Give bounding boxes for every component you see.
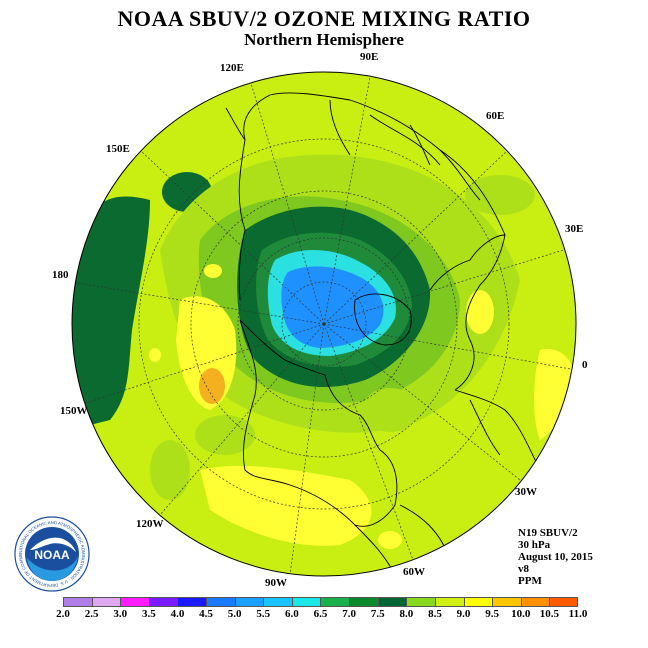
noaa-logo-text: NOAA: [34, 548, 70, 562]
colorbar-tick-label: 6.5: [313, 608, 328, 620]
colorbar-cell: [206, 597, 235, 607]
colorbar-tick-label: 5.0: [227, 608, 242, 620]
field-green-patch4: [150, 440, 190, 500]
noaa-logo: NOAA NATIONAL OCEANIC AND ATMOSPHERIC AD…: [14, 516, 90, 592]
colorbar-tick-label: 9.0: [456, 608, 471, 620]
colorbar-tick-label: 11.0: [568, 608, 588, 620]
colorbar-tick-label: 7.0: [342, 608, 356, 620]
colorbar-cell: [120, 597, 149, 607]
coast-greenland: [354, 293, 412, 346]
colorbar-tick-label: 8.5: [428, 608, 442, 620]
coast-africa: [454, 389, 541, 471]
lon-label-180: 180: [52, 269, 69, 281]
colorbar-cell: [177, 597, 207, 607]
coast-europe: [429, 234, 506, 391]
units-label: PPM: [518, 575, 542, 587]
colorbar-cell: [463, 597, 493, 607]
hemisphere-border: [71, 71, 577, 577]
colorbar-tick-label: 10.0: [511, 608, 531, 620]
colorbar-tick-label: 4.5: [199, 608, 213, 620]
colorbar-tick-label: 9.5: [485, 608, 500, 620]
pressure-level: 30 hPa: [518, 539, 551, 551]
colorbar-cell: [91, 597, 121, 607]
colorbar-tick-label: 3.5: [141, 608, 156, 620]
field-orange-west: [199, 368, 225, 404]
colorbar-cell: [406, 597, 435, 607]
colorbar-tick-label: 5.5: [256, 608, 271, 620]
colorbar-cell: [63, 597, 92, 607]
lon-label-120w: 120W: [136, 518, 164, 530]
field-yellow-small2: [149, 348, 161, 362]
field-yellow-east: [466, 290, 494, 334]
colorbar-cell: [148, 597, 178, 607]
field-green-patch3: [195, 415, 255, 455]
colorbar-cell: [349, 597, 378, 607]
colorbar-tick-label: 4.0: [170, 608, 185, 620]
coast-siberia: [329, 99, 441, 166]
field-deepgreen-west: [72, 196, 150, 430]
colorbar-tick-label: 2.0: [56, 608, 70, 620]
field-yellow-small3: [378, 531, 402, 549]
field-yellow-small: [204, 264, 222, 278]
colorbar-cell: [434, 597, 464, 607]
parallels: [138, 138, 510, 510]
colorbar-tick-label: 10.5: [539, 608, 559, 620]
lon-label-60e: 60E: [486, 110, 505, 122]
colorbar-cell: [377, 597, 407, 607]
field-yellow-far-east: [534, 349, 575, 440]
colorbar-ticks: 2.0 2.5 3.0 3.5 4.0 4.5 5.0 5.5 6.0 6.5 7.0 7.5 8.0 8…: [56, 608, 587, 622]
field-blue: [281, 266, 384, 348]
map-title: NOAA SBUV/2 OZONE MIXING RATIO: [117, 6, 531, 31]
lon-label-30e: 30E: [565, 223, 584, 235]
lon-label-90e: 90E: [360, 51, 379, 63]
map-subtitle: Northern Hemisphere: [244, 30, 404, 49]
lon-label-150e: 150E: [106, 143, 130, 155]
lon-label-90w: 90W: [265, 577, 287, 589]
field-green-patch1: [362, 388, 418, 432]
colorbar-cell: [520, 597, 550, 607]
lon-label-0: 0: [582, 359, 588, 371]
colorbar-tick-label: 7.5: [370, 608, 385, 620]
field-yellow-southwest: [200, 465, 372, 546]
colorbar-cell: [291, 597, 321, 607]
info-panel: N19 SBUV/2 30 hPa August 10, 2015 v8 PPM: [518, 527, 593, 587]
lon-label-60w: 60W: [403, 566, 425, 578]
colorbar-cell: [320, 597, 350, 607]
version-label: v8: [518, 563, 529, 575]
field-green-patch2: [465, 175, 535, 215]
colorbar-cell: [492, 597, 521, 607]
lon-label-30w: 30W: [515, 486, 537, 498]
coast-north-america: [239, 319, 398, 527]
coast-japan: [225, 107, 246, 141]
coast-india: [409, 124, 481, 201]
date-label: August 10, 2015: [518, 551, 593, 563]
lon-label-120e: 120E: [220, 62, 244, 74]
colorbar-tick-label: 6.0: [285, 608, 299, 620]
colorbar-cell: [234, 597, 264, 607]
colorbar: [63, 597, 578, 607]
colorbar-tick-label: 8.0: [399, 608, 414, 620]
colorbar-cell: [549, 597, 578, 607]
colorbar-cell: [263, 597, 292, 607]
colorbar-tick-label: 2.5: [84, 608, 99, 620]
instrument-label: N19 SBUV/2: [518, 527, 578, 539]
lon-label-150w: 150W: [60, 405, 88, 417]
colorbar-tick-label: 3.0: [113, 608, 128, 620]
